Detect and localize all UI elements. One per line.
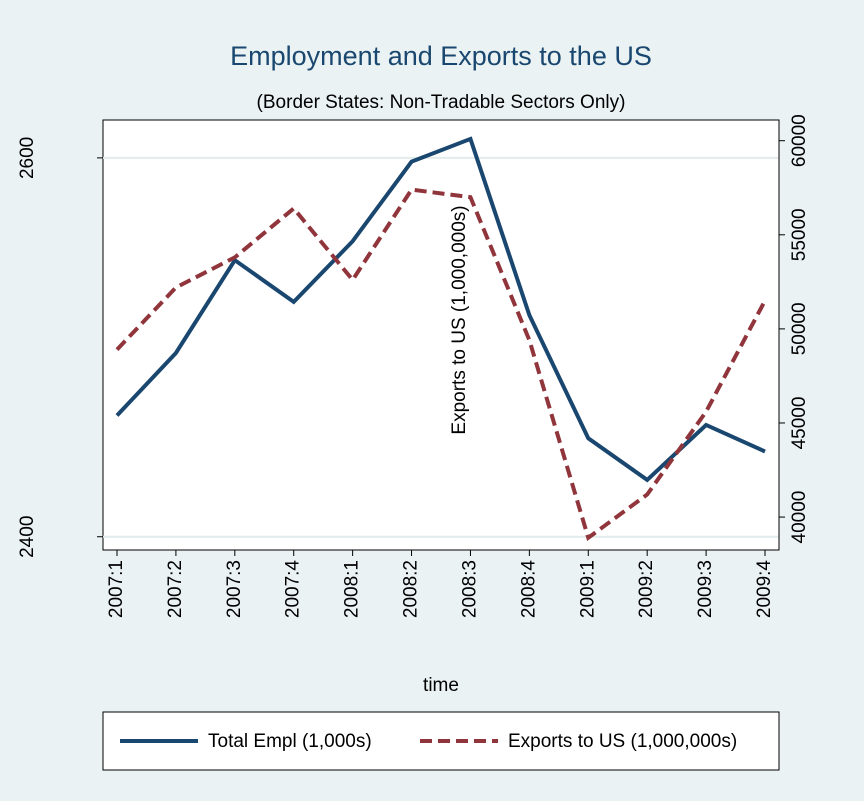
x-tick-label: 2009:4 bbox=[754, 560, 775, 619]
x-tick-label: 2009:2 bbox=[636, 560, 657, 618]
x-tick-label: 2007:2 bbox=[165, 560, 186, 618]
x-tick-label: 2007:4 bbox=[283, 560, 304, 619]
y2-tick-label: 40000 bbox=[789, 491, 810, 544]
chart-subtitle: (Border States: Non-Tradable Sectors Onl… bbox=[257, 92, 626, 113]
legend-label: Total Empl (1,000s) bbox=[208, 731, 372, 752]
y2-tick-label: 50000 bbox=[789, 302, 810, 355]
y2-tick-label: 60000 bbox=[789, 114, 810, 167]
x-tick-label: 2007:3 bbox=[224, 560, 245, 618]
chart-title: Employment and Exports to the US bbox=[230, 41, 652, 71]
y2-tick-label: 55000 bbox=[789, 208, 810, 261]
x-tick-label: 2008:2 bbox=[401, 560, 422, 618]
y2-tick-label: 45000 bbox=[789, 397, 810, 450]
y-tick-label: 2600 bbox=[17, 137, 38, 179]
x-tick-label: 2008:1 bbox=[342, 560, 363, 618]
series-line bbox=[115, 136, 766, 483]
x-tick-label: 2009:1 bbox=[577, 560, 598, 618]
legend-label: Exports to US (1,000,000s) bbox=[508, 731, 737, 752]
x-tick-label: 2008:4 bbox=[518, 560, 539, 619]
x-tick-label: 2007:1 bbox=[106, 560, 127, 618]
plot-area bbox=[102, 119, 780, 551]
x-tick-label: 2009:3 bbox=[695, 560, 716, 618]
x-axis-title: time bbox=[423, 675, 459, 696]
y-tick-label: 2400 bbox=[17, 516, 38, 558]
series-line bbox=[115, 187, 767, 542]
x-tick-label: 2008:3 bbox=[459, 560, 480, 618]
y2-axis-title: Exports to US (1,000,000s) bbox=[449, 205, 470, 434]
